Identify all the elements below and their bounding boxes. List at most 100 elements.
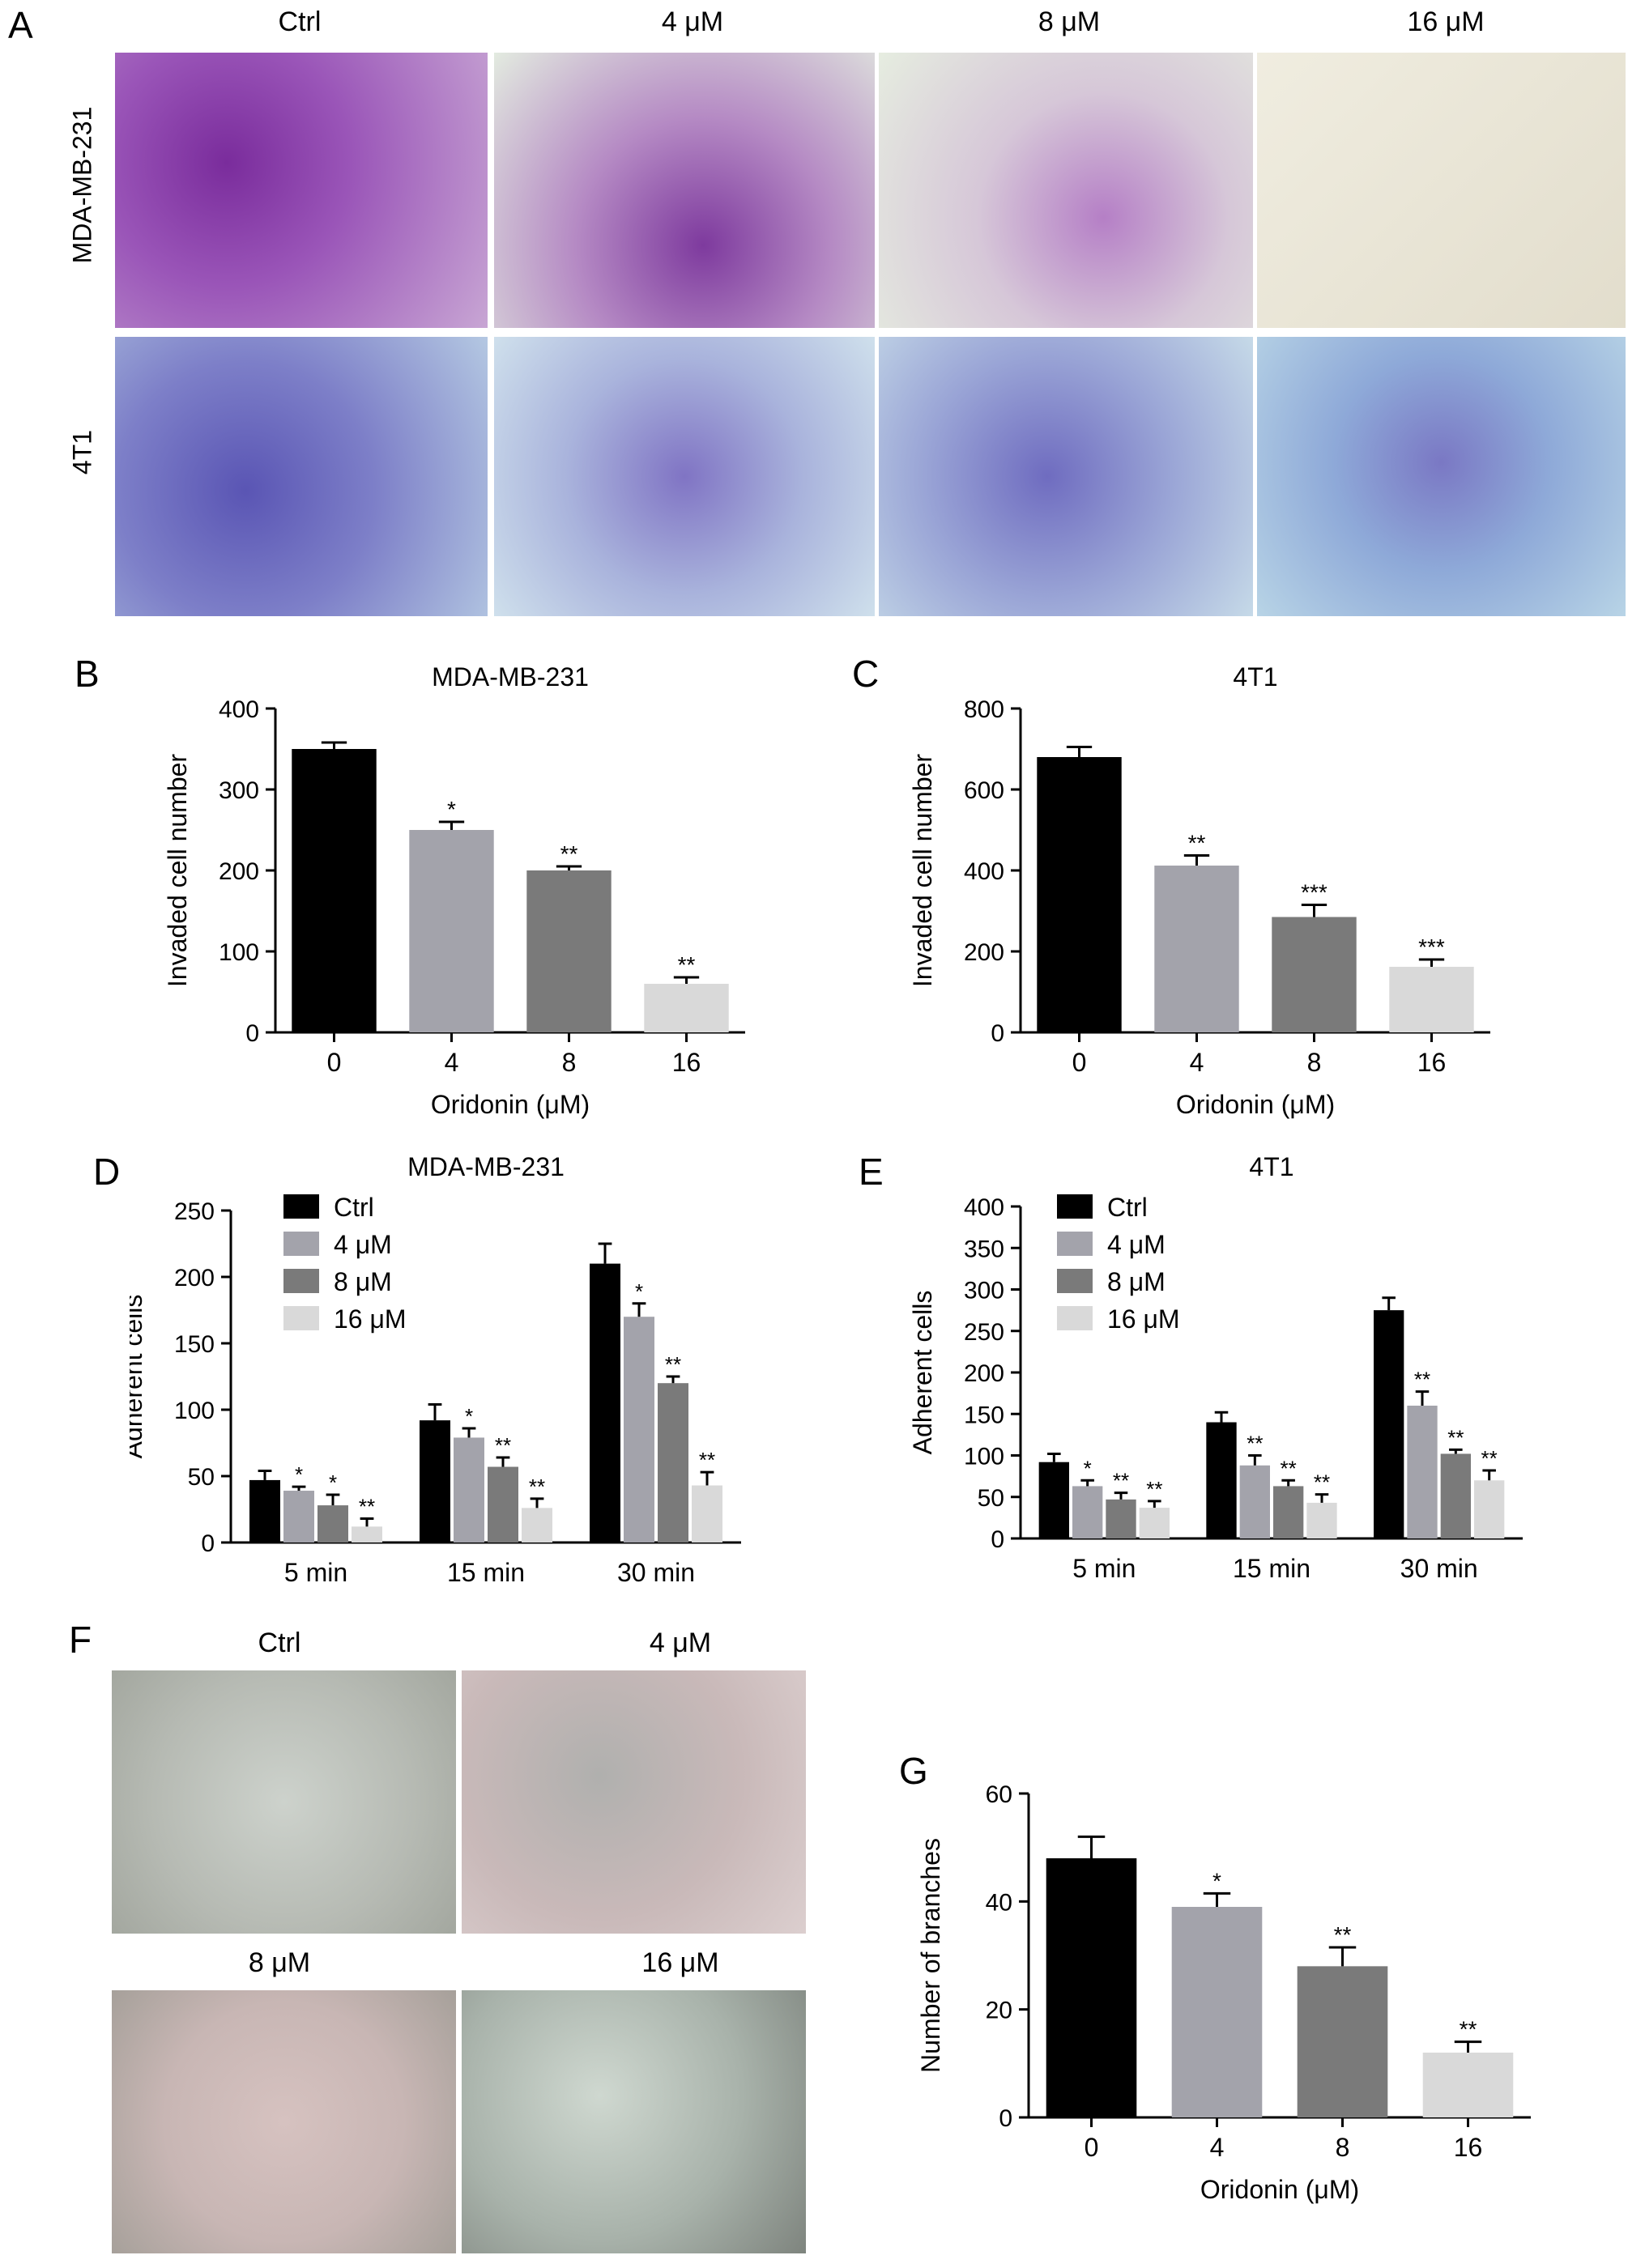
micrograph-a-4t1-4um: [494, 337, 875, 616]
panel-f-label-ctrl: Ctrl: [258, 1628, 301, 1658]
chart-d: MDA-MB-231 0 50 100 150 200 250 Adherent cells *…: [130, 1152, 741, 1587]
chart-d-sig-label: **: [699, 1448, 715, 1472]
chart-e-x-tick-label: 30 min: [1400, 1554, 1478, 1583]
chart-d-sig-label: *: [295, 1462, 303, 1487]
chart-e-sig-label: **: [1314, 1470, 1330, 1495]
chart-g-sig-label: *: [1212, 1868, 1221, 1893]
chart-b-y-label: Invaded cell number: [163, 754, 192, 988]
chart-e-x-tick-label: 5 min: [1072, 1554, 1136, 1583]
chart-d-bar: [249, 1479, 280, 1542]
panel-letter-e: E: [859, 1151, 884, 1193]
chart-d-y-tick-label: 150: [174, 1331, 215, 1358]
chart-d-legend-label: 4 μM: [334, 1230, 392, 1259]
chart-g-y-tick-label: 40: [986, 1889, 1012, 1916]
chart-b-x-tick-label: 4: [445, 1048, 459, 1077]
chart-d-x-tick-label: 30 min: [617, 1558, 695, 1587]
chart-c-x-tick-label: 4: [1190, 1048, 1204, 1077]
chart-b: MDA-MB-231 0 100 200 300 400 Invaded cell numb…: [163, 662, 745, 1119]
chart-d-y-label: Adherent cells: [130, 1295, 147, 1459]
chart-b-y-tick-label: 0: [245, 1020, 259, 1047]
panel-a-row-mda: MDA-MB-231: [67, 106, 97, 264]
chart-b-y-tick-label: 100: [219, 939, 259, 966]
chart-d-legend-label: Ctrl: [334, 1193, 374, 1222]
chart-d-legend-swatch: [283, 1269, 319, 1293]
chart-b-bar: [644, 984, 729, 1032]
chart-d-bar: [352, 1526, 382, 1542]
chart-d-bar: [522, 1508, 552, 1542]
panel-a-col-ctrl: Ctrl: [278, 6, 322, 37]
chart-c-bar: [1272, 917, 1357, 1032]
chart-d-legend-swatch: [283, 1306, 319, 1330]
chart-e-sig-label: **: [1146, 1477, 1162, 1501]
chart-b-y-tick-label: 200: [219, 858, 259, 885]
chart-e-sig-label: **: [1247, 1432, 1263, 1456]
chart-e-y-tick-label: 200: [964, 1360, 1004, 1387]
chart-d-bar: [590, 1263, 620, 1542]
panel-letter-f: F: [69, 1619, 92, 1661]
chart-c-bar: [1154, 866, 1239, 1032]
chart-d-legend-swatch: [283, 1232, 319, 1256]
panel-letter-a: A: [8, 4, 33, 46]
chart-c-y-tick-label: 400: [964, 858, 1004, 885]
chart-b-bar: [409, 830, 494, 1032]
chart-b-bar: [292, 749, 377, 1032]
panel-letter-b: B: [75, 653, 100, 695]
chart-g-bar: [1171, 1907, 1263, 2117]
chart-e-y-tick-label: 250: [964, 1319, 1004, 1346]
chart-d-sig-label: **: [665, 1352, 681, 1377]
chart-g-x-label: Oridonin (μM): [1200, 2175, 1359, 2204]
chart-e: 4T1 0 50 100 150 200 250 300 350 400 Adherent cell…: [908, 1152, 1523, 1583]
chart-g-x-tick-label: 16: [1454, 2133, 1483, 2162]
chart-d-sig-label: *: [635, 1279, 643, 1304]
chart-b-sig-label: **: [560, 841, 578, 866]
chart-e-y-tick-label: 0: [991, 1526, 1004, 1553]
chart-e-bar: [1072, 1486, 1103, 1538]
chart-e-bar: [1038, 1462, 1069, 1538]
chart-e-y-tick-label: 150: [964, 1402, 1004, 1428]
chart-d-x-tick-label: 15 min: [447, 1558, 525, 1587]
chart-b-sig-label: *: [447, 797, 456, 822]
chart-d-y-tick-label: 50: [188, 1464, 215, 1491]
micrograph-a-4t1-16um: [1257, 337, 1626, 616]
chart-c-sig-label: ***: [1301, 880, 1328, 905]
chart-e-y-label: Adherent cells: [908, 1291, 937, 1455]
chart-c-bar: [1037, 757, 1122, 1032]
chart-g: 0 20 40 60 Number of branches 0 * 4 ** 8 ** 16 Orido…: [916, 1781, 1531, 2204]
chart-g-y-tick-label: 0: [999, 2105, 1012, 2132]
chart-e-legend-swatch: [1057, 1232, 1093, 1256]
chart-c-bar: [1389, 967, 1474, 1032]
chart-d-sig-label: **: [529, 1474, 545, 1499]
micrograph-f-16um: [462, 1990, 806, 2253]
chart-e-legend-swatch: [1057, 1269, 1093, 1293]
chart-b-x-label: Oridonin (μM): [431, 1090, 590, 1119]
chart-e-legend-label: 16 μM: [1107, 1304, 1180, 1334]
panel-f-label-8um: 8 μM: [248, 1947, 311, 1978]
chart-g-x-tick-label: 8: [1336, 2133, 1350, 2162]
chart-d-bar: [692, 1485, 722, 1542]
chart-g-x-tick-label: 4: [1210, 2133, 1225, 2162]
chart-d-bar: [317, 1505, 348, 1542]
chart-e-sig-label: **: [1447, 1425, 1464, 1449]
chart-c-y-tick-label: 200: [964, 939, 1004, 966]
micrograph-a-4t1-ctrl: [115, 337, 488, 616]
chart-e-y-tick-label: 300: [964, 1278, 1004, 1304]
chart-d-sig-label: **: [359, 1494, 375, 1518]
chart-c-y-label: Invaded cell number: [908, 754, 937, 988]
micrograph-a-mda-16um: [1257, 53, 1626, 328]
chart-e-sig-label: *: [1084, 1456, 1092, 1480]
chart-e-bar: [1440, 1453, 1471, 1538]
chart-c-title: 4T1: [1233, 662, 1277, 691]
chart-c: 4T1 0 200 400 600 800 Invaded cell number 0 ** 4 *…: [908, 662, 1490, 1119]
chart-e-sig-label: **: [1414, 1368, 1430, 1392]
chart-e-bar: [1139, 1508, 1170, 1538]
chart-c-y-tick-label: 800: [964, 696, 1004, 723]
chart-e-sig-label: **: [1281, 1456, 1297, 1480]
chart-d-y-tick-label: 250: [174, 1198, 215, 1225]
chart-e-bar: [1206, 1422, 1237, 1538]
chart-c-x-tick-label: 16: [1417, 1048, 1447, 1077]
chart-e-legend-label: 4 μM: [1107, 1230, 1166, 1259]
chart-c-sig-label: ***: [1418, 934, 1445, 960]
chart-e-legend-label: 8 μM: [1107, 1267, 1166, 1296]
chart-d-bar: [283, 1491, 314, 1542]
chart-d-x-tick-label: 5 min: [284, 1558, 347, 1587]
